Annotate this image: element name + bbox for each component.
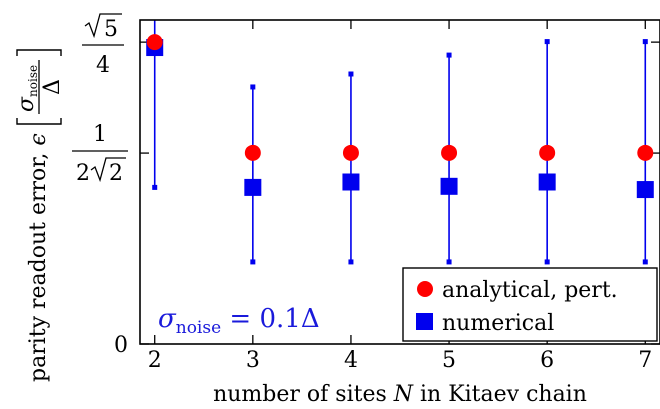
errorbar-cap-low-n2 bbox=[152, 184, 158, 190]
y-tick-1-den-root: 2 bbox=[109, 161, 123, 186]
legend-box bbox=[402, 267, 658, 342]
x-tick-label-2: 2 bbox=[148, 348, 162, 373]
numerical-point-n3 bbox=[244, 178, 262, 196]
analytical-point-n4 bbox=[342, 144, 359, 161]
y-axis-unit: σnoise Δ bbox=[14, 49, 65, 125]
errorbar-cap-high-n5 bbox=[446, 52, 452, 58]
x-tick-label-7: 7 bbox=[638, 348, 652, 373]
numerical-point-n5 bbox=[440, 177, 458, 195]
errorbar-cap-high-n7 bbox=[642, 39, 648, 45]
x-tick-label-6: 6 bbox=[540, 348, 554, 373]
x-axis-title: number of sites N in Kitaev chain bbox=[213, 382, 587, 407]
errorbar-cap-low-n3 bbox=[250, 259, 256, 265]
x-tick-label-3: 3 bbox=[246, 348, 260, 373]
y-axis-unit-right-bracket bbox=[16, 49, 62, 56]
y-axis-unit-numerator: σnoise bbox=[14, 65, 40, 112]
numerical-point-n4 bbox=[342, 173, 360, 191]
analytical-point-n7 bbox=[637, 144, 654, 161]
x-tick-label-5: 5 bbox=[442, 348, 456, 373]
y-tick-label-0: 0 bbox=[114, 333, 128, 358]
legend-marker-analytical bbox=[417, 281, 433, 297]
errorbar-cap-high-n3 bbox=[250, 84, 256, 90]
analytical-point-n3 bbox=[244, 144, 261, 161]
y-tick-1-den-prefix: 2 bbox=[76, 161, 90, 186]
y-tick-2-sqrt-sign bbox=[84, 13, 122, 39]
legend-label-numerical: numerical bbox=[442, 311, 554, 336]
errorbar-cap-high-n6 bbox=[544, 39, 550, 45]
y-tick-2-num-root: 5 bbox=[104, 17, 118, 42]
y-tick-2-denominator: 4 bbox=[96, 53, 110, 78]
y-axis-unit-denominator: Δ bbox=[40, 79, 65, 95]
analytical-point-n5 bbox=[441, 144, 458, 161]
errorbar-cap-high-n4 bbox=[348, 71, 354, 77]
y-axis-title-text: parity readout error, ϵ bbox=[26, 133, 51, 382]
errorbar-cap-low-n7 bbox=[642, 259, 648, 265]
x-tick-label-4: 4 bbox=[344, 348, 358, 373]
y-axis-unit-left-bracket bbox=[16, 118, 62, 125]
y-tick-1-sqrt-sign bbox=[90, 157, 126, 183]
errorbar-cap-low-n6 bbox=[544, 259, 550, 265]
legend-marker-numerical bbox=[416, 313, 433, 330]
y-tick-label-root5-over-4: 5 4 bbox=[82, 13, 124, 78]
numerical-point-n7 bbox=[636, 181, 654, 199]
legend-label-analytical: analytical, pert. bbox=[442, 278, 618, 303]
y-axis-title: parity readout error, ϵ σnoise Δ bbox=[14, 49, 65, 382]
analytical-point-n2 bbox=[146, 34, 163, 51]
legend: analytical, pert. numerical bbox=[402, 267, 658, 342]
numerical-point-n6 bbox=[538, 173, 556, 191]
y-tick-label-1-over-2root2: 1 2 2 bbox=[72, 122, 128, 186]
errorbar-cap-low-n5 bbox=[446, 259, 452, 265]
x-tick-labels: 2 3 4 5 6 7 bbox=[148, 348, 653, 373]
y-tick-1-numerator: 1 bbox=[93, 122, 107, 147]
plot-marks bbox=[140, 20, 660, 345]
y-tick-labels: 0 1 2 2 5 4 bbox=[72, 13, 128, 358]
analytical-point-n6 bbox=[539, 144, 556, 161]
noise-annotation: σnoise = 0.1Δ bbox=[158, 304, 320, 338]
plot-frame bbox=[139, 19, 660, 345]
errorbar-cap-low-n4 bbox=[348, 259, 354, 265]
